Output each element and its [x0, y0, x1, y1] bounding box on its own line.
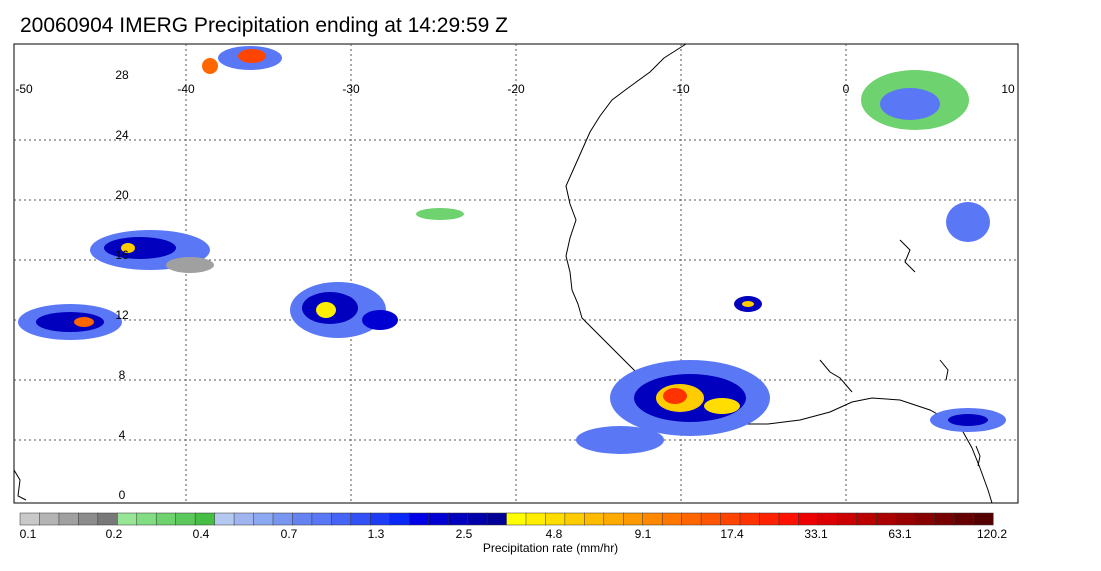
colorbar-swatch: [564, 512, 585, 526]
lat-tick-label: 28: [115, 68, 129, 82]
lon-tick-label: 0: [843, 82, 850, 96]
colorbar-title: Precipitation rate (mm/hr): [482, 541, 619, 555]
lat-tick-label: 4: [119, 428, 126, 442]
colorbar-tick-label: 1.3: [367, 527, 385, 541]
colorbar-swatch: [331, 512, 352, 526]
colorbar-swatch: [272, 512, 293, 526]
graticule: [14, 44, 1018, 503]
colorbar: [19, 512, 994, 526]
colorbar-swatch: [253, 512, 274, 526]
colorbar-swatch: [895, 512, 916, 526]
colorbar-swatch: [117, 512, 138, 526]
colorbar-swatch: [642, 512, 663, 526]
lon-tick-label: -20: [507, 82, 525, 96]
colorbar-swatch: [623, 512, 644, 526]
colorbar-swatch: [720, 512, 741, 526]
colorbar-swatch: [934, 512, 955, 526]
colorbar-tick-label: 63.1: [888, 527, 912, 541]
lat-tick-label: 12: [115, 308, 129, 322]
colorbar-swatch: [778, 512, 799, 526]
colorbar-swatch: [292, 512, 313, 526]
colorbar-tick-label: 17.4: [720, 527, 744, 541]
colorbar-swatch: [97, 512, 118, 526]
colorbar-swatch: [389, 512, 410, 526]
map-frame: [13, 43, 1019, 504]
colorbar-swatch: [136, 512, 157, 526]
precipitation-field: [18, 46, 1006, 454]
colorbar-swatch: [155, 512, 177, 526]
lon-labels: -50 -40 -30 -20 -10 0 10: [15, 82, 1015, 96]
colorbar-tick-label: 2.5: [455, 527, 473, 541]
colorbar-swatch: [428, 512, 449, 526]
colorbar-swatch: [467, 512, 488, 526]
colorbar-swatch: [953, 512, 975, 526]
colorbar-swatch: [661, 512, 683, 526]
lat-tick-label: 16: [115, 248, 129, 262]
colorbar-swatch: [233, 512, 255, 526]
coastline: [13, 43, 993, 504]
colorbar-swatch: [194, 512, 216, 526]
colorbar-tick-label: 4.8: [545, 527, 563, 541]
colorbar-swatch: [875, 512, 897, 526]
inland-water: [819, 239, 981, 467]
colorbar-tick-label: 120.2: [976, 527, 1008, 541]
colorbar-tick-label: 9.1: [634, 527, 652, 541]
colorbar-swatch: [58, 512, 79, 526]
colorbar-swatch: [973, 512, 994, 526]
colorbar-swatch: [506, 512, 527, 526]
colorbar-swatch: [19, 512, 41, 526]
colorbar-swatch: [545, 512, 566, 526]
map-title: 20060904 IMERG Precipitation ending at 1…: [20, 14, 508, 37]
colorbar-swatch: [39, 512, 60, 526]
colorbar-swatch: [603, 512, 624, 526]
colorbar-swatch: [350, 512, 371, 526]
colorbar-tick-label: 0.4: [192, 527, 210, 541]
lon-tick-label: -50: [15, 82, 33, 96]
colorbar-swatch: [214, 512, 235, 526]
lat-tick-label: 24: [115, 128, 129, 142]
colorbar-swatch: [817, 512, 838, 526]
colorbar-swatch: [486, 512, 508, 526]
lon-tick-label: -10: [672, 82, 690, 96]
colorbar-tick-label: 0.2: [105, 527, 123, 541]
colorbar-tick-label: 0.7: [280, 527, 298, 541]
colorbar-swatch: [311, 512, 332, 526]
colorbar-swatch: [798, 512, 819, 526]
colorbar-swatch: [739, 512, 761, 526]
colorbar-swatch: [525, 512, 546, 526]
colorbar-swatch: [584, 512, 605, 526]
colorbar-tick-label: 33.1: [804, 527, 828, 541]
colorbar-swatch: [837, 512, 858, 526]
lat-tick-label: 8: [119, 368, 126, 382]
lat-labels: 28 24 20 16 12 8 4 0: [115, 68, 129, 502]
lat-tick-label: 0: [119, 488, 126, 502]
colorbar-swatch: [856, 512, 877, 526]
colorbar-swatch: [175, 512, 196, 526]
colorbar-swatch: [759, 512, 780, 526]
lon-tick-label: -30: [342, 82, 360, 96]
lon-tick-label: 10: [1001, 82, 1015, 96]
lon-tick-label: -40: [177, 82, 195, 96]
colorbar-swatch: [914, 512, 936, 526]
colorbar-swatch: [370, 512, 391, 526]
colorbar-swatch: [681, 512, 702, 526]
colorbar-swatch: [700, 512, 722, 526]
lat-tick-label: 20: [115, 188, 129, 202]
colorbar-swatch: [447, 512, 469, 526]
colorbar-swatch: [78, 512, 99, 526]
colorbar-swatch: [408, 512, 430, 526]
colorbar-tick-label: 0.1: [19, 527, 37, 541]
